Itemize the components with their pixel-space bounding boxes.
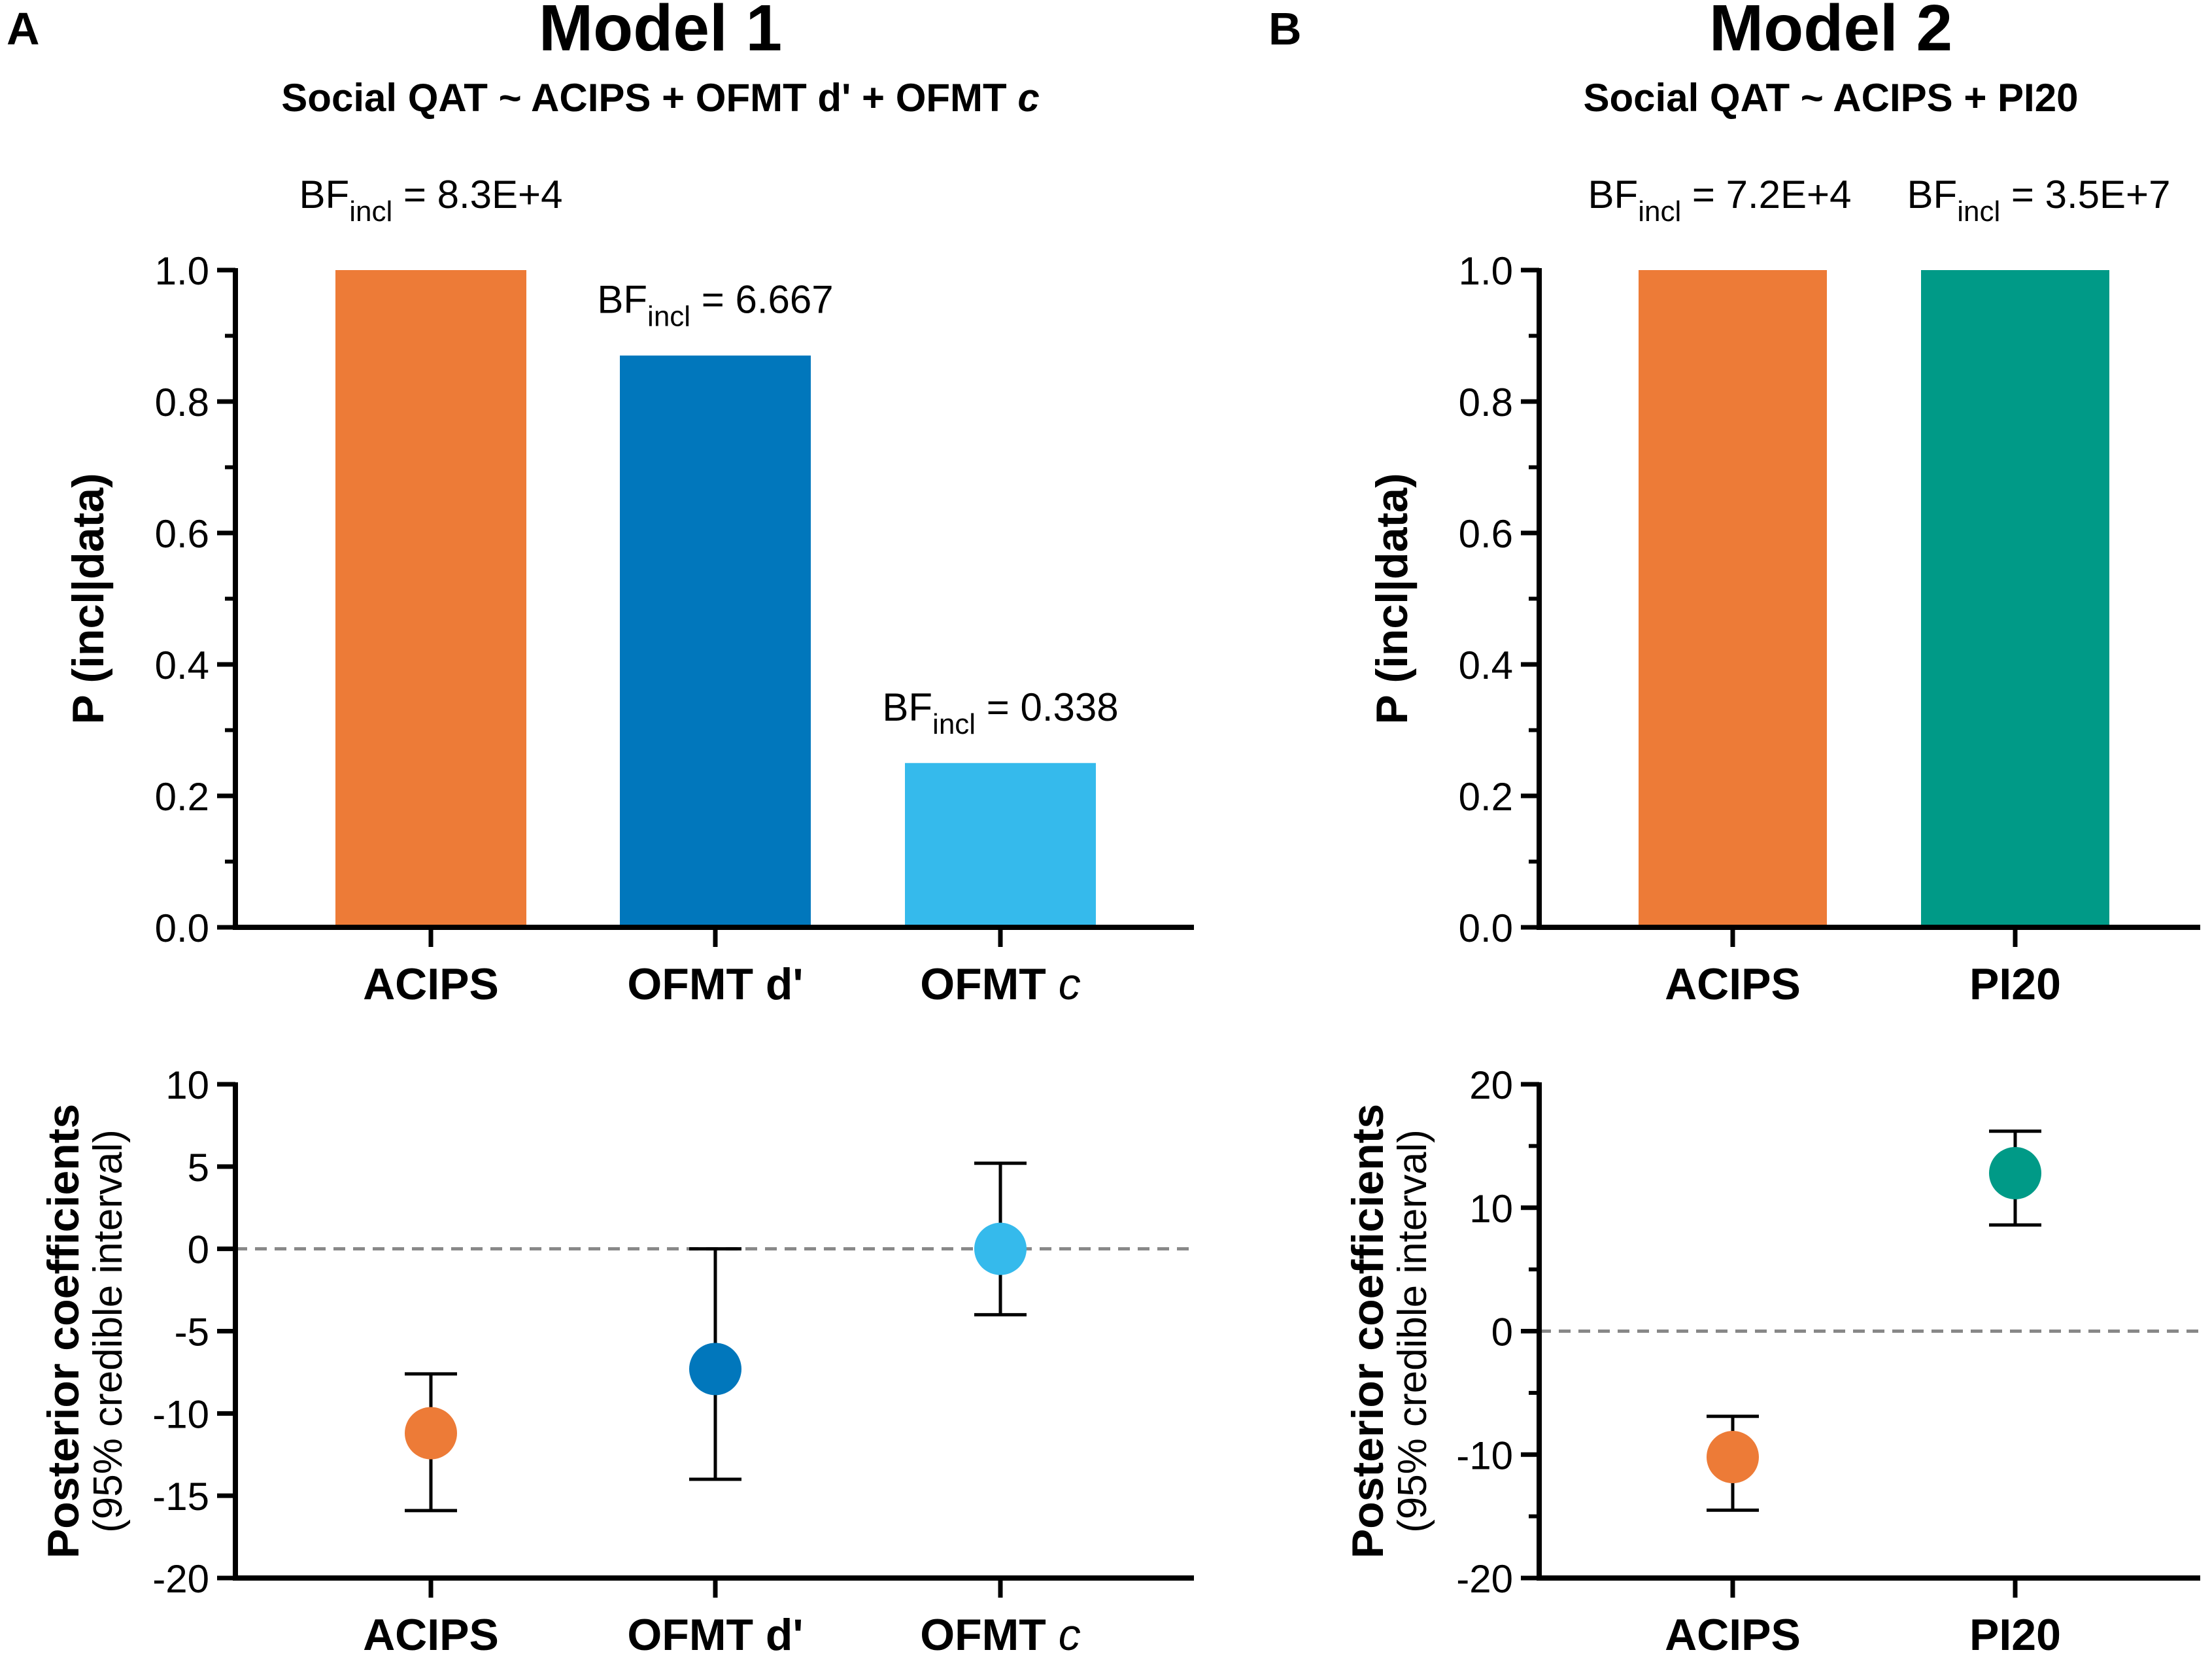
a-top-bf-label: BFincl = 6.667 (597, 278, 833, 333)
a-top-bar (620, 355, 811, 927)
a-top-bf-prefix: BF (882, 685, 932, 729)
a-bottom-xtick-label-text: OFMT (920, 1610, 1059, 1660)
b-top-ytick-label: 0.4 (1459, 644, 1513, 687)
chart-b-inclusion-probability: 0.00.20.40.60.81.0P (incl|data)BFincl = … (1367, 173, 2200, 1009)
a-top-ytick-label: 0.4 (155, 644, 209, 687)
a-bottom-ytick-label: 10 (165, 1063, 209, 1107)
a-top-xtick-label: OFMT d' (627, 959, 803, 1009)
a-bottom-ylabel: Posterior coefficients(95% credible inte… (39, 1104, 131, 1558)
a-bottom-point (689, 1343, 741, 1396)
b-bottom-ytick-label: 10 (1469, 1187, 1513, 1231)
a-bottom-ylabel-main: Posterior coefficients (39, 1104, 88, 1558)
a-bottom-xtick-label-text: ACIPS (363, 1610, 499, 1660)
a-top-ytick-label: 0.8 (155, 381, 209, 424)
a-bottom-point (405, 1407, 457, 1460)
b-top-bf-sub: incl (1638, 196, 1681, 228)
b-top-ylabel: P (incl|data) (1367, 473, 1418, 724)
b-top-bf-value: = 7.2E+4 (1681, 173, 1851, 216)
panel-b-letter: B (1268, 3, 1302, 54)
a-top-bar (335, 270, 526, 927)
a-bottom-xtick-label: OFMT c (920, 1610, 1081, 1660)
a-top-ytick-label: 0.2 (155, 775, 209, 819)
b-bottom-point (1989, 1146, 2041, 1199)
a-top-bf-prefix: BF (299, 173, 350, 216)
a-bottom-xtick-label-text: OFMT d' (627, 1610, 803, 1660)
chart-b-posterior-coefficients: -20 -10 0 10 20 Posterior coefficients(95% cr… (1343, 1063, 2200, 1660)
panel-a-formula: Social QAT ~ ACIPS + OFMT d' + OFMT c (281, 76, 1039, 120)
a-top-bf-label: BFincl = 0.338 (882, 685, 1118, 740)
a-top-xtick-label: ACIPS (363, 959, 499, 1009)
a-bottom-xtick-label: ACIPS (363, 1610, 499, 1660)
a-bottom-xtick-label-italic: c (1059, 1610, 1081, 1660)
b-bottom-xtick-label-text: ACIPS (1665, 1610, 1801, 1660)
b-top-bf-value: = 3.5E+7 (2000, 173, 2170, 216)
b-top-bar (1639, 270, 1827, 927)
a-top-xtick-label-italic: c (1059, 959, 1081, 1009)
b-bottom-ylabel-main: Posterior coefficients (1343, 1104, 1393, 1558)
panel-b-formula: Social QAT ~ ACIPS + PI20 (1584, 76, 2079, 120)
b-bottom-ytick-label: 20 (1469, 1063, 1513, 1107)
b-top-xtick-label-text: ACIPS (1665, 959, 1801, 1009)
b-top-bf-label: BFincl = 3.5E+7 (1907, 173, 2171, 228)
b-bottom-ytick-label: -20 (1456, 1557, 1513, 1601)
b-bottom-point (1707, 1431, 1759, 1484)
b-top-bf-prefix: BF (1907, 173, 1958, 216)
a-top-ytick-label: 0.6 (155, 512, 209, 556)
b-top-ytick-label: 0.2 (1459, 775, 1513, 819)
a-top-bf-prefix: BF (597, 278, 647, 322)
b-top-ytick-label: 1.0 (1459, 249, 1513, 293)
a-top-bf-sub: incl (932, 708, 976, 740)
a-bottom-ytick-label: -20 (152, 1557, 209, 1601)
b-bottom-ylabel: Posterior coefficients(95% credible inte… (1343, 1104, 1435, 1558)
a-bottom-ytick-label: -5 (175, 1311, 209, 1354)
b-top-ytick-label: 0.0 (1459, 906, 1513, 950)
panel-a-title: Model 1 (539, 0, 782, 65)
panel-b-formula-text: Social QAT ~ ACIPS + PI20 (1584, 76, 2079, 120)
a-bottom-ytick-label: -10 (152, 1392, 209, 1436)
b-top-bf-sub: incl (1957, 196, 2000, 228)
b-bottom-xtick-label: ACIPS (1665, 1610, 1801, 1660)
a-top-bf-sub: incl (647, 301, 690, 333)
b-top-ytick-label: 0.6 (1459, 512, 1513, 556)
a-top-bf-sub: incl (349, 196, 392, 228)
b-top-ytick-label: 0.8 (1459, 381, 1513, 424)
b-top-xtick-label: PI20 (1969, 959, 2061, 1009)
a-top-xtick-label-text: OFMT d' (627, 959, 803, 1009)
a-bottom-ytick-label: -15 (152, 1475, 209, 1519)
a-top-xtick-label-text: ACIPS (363, 959, 499, 1009)
b-bottom-ytick-label: 0 (1491, 1311, 1513, 1354)
b-top-xtick-label: ACIPS (1665, 959, 1801, 1009)
a-bottom-point (974, 1222, 1027, 1275)
chart-a-posterior-coefficients: -20 -15 -10 -5 0 5 10 Posterior coefficients(95… (39, 1063, 1194, 1660)
a-top-bf-value: = 8.3E+4 (392, 173, 562, 216)
panel-b-title: Model 2 (1709, 0, 1952, 65)
b-bottom-xtick-label-text: PI20 (1969, 1610, 2061, 1660)
a-bottom-ylabel-sub: (95% credible interval) (86, 1129, 131, 1533)
a-bottom-ytick-label: 0 (188, 1228, 209, 1272)
a-bottom-ytick-label: 5 (188, 1146, 209, 1190)
b-top-bar (1921, 270, 2109, 927)
a-top-bf-label: BFincl = 8.3E+4 (299, 173, 563, 228)
panel-a-formula-italic: c (1017, 76, 1039, 120)
b-bottom-xtick-label: PI20 (1969, 1610, 2061, 1660)
a-top-ylabel: P (incl|data) (63, 473, 114, 724)
a-top-ytick-label: 0.0 (155, 906, 209, 950)
panel-a-letter: A (7, 3, 40, 54)
b-top-bf-label: BFincl = 7.2E+4 (1588, 173, 1852, 228)
a-top-xtick-label: OFMT c (920, 959, 1081, 1009)
a-top-xtick-label-text: OFMT (920, 959, 1059, 1009)
b-top-bf-prefix: BF (1588, 173, 1639, 216)
a-top-ytick-label: 1.0 (155, 249, 209, 293)
b-top-xtick-label-text: PI20 (1969, 959, 2061, 1009)
a-top-bf-value: = 6.667 (690, 278, 834, 322)
a-top-bf-value: = 0.338 (976, 685, 1119, 729)
chart-a-inclusion-probability: 0.00.20.40.60.81.0P (incl|data)BFincl = … (63, 173, 1194, 1009)
a-bottom-xtick-label: OFMT d' (627, 1610, 803, 1660)
b-bottom-ytick-label: -10 (1456, 1433, 1513, 1477)
a-top-bar (905, 763, 1096, 927)
b-bottom-ylabel-sub: (95% credible interval) (1390, 1129, 1435, 1533)
panel-a-formula-text: Social QAT ~ ACIPS + OFMT d' + OFMT (281, 76, 1017, 120)
